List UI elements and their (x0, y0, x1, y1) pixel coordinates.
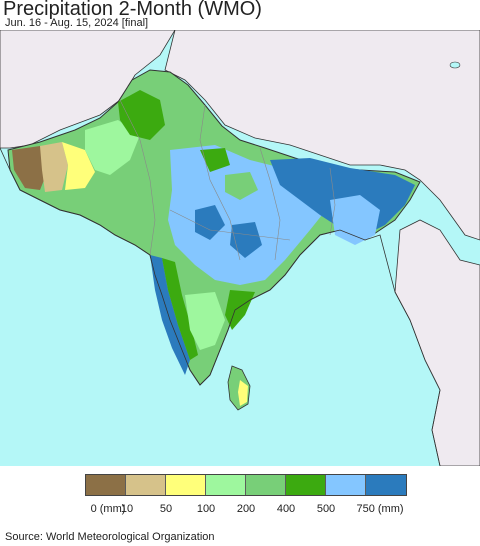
dark-blue-patch-2 (230, 222, 262, 258)
coastline (0, 147, 441, 466)
green-patch-north (200, 148, 230, 172)
south-peninsula-light (185, 292, 225, 350)
arid-zone-tan (40, 142, 68, 192)
legend-swatch (246, 475, 286, 495)
source-credit: Source: World Meteorological Organizatio… (5, 531, 215, 543)
legend-colorbar (86, 475, 406, 495)
legend-tick-label: 0 (mm) (90, 503, 126, 515)
legend-swatch (126, 475, 166, 495)
legend-tick-label: 500 (316, 503, 336, 515)
legend-tick-label: 400 (276, 503, 296, 515)
surrounding-land-west (0, 30, 176, 149)
wet-zone-bengal (330, 195, 380, 245)
legend-tick-label: 100 (196, 503, 216, 515)
legend-swatch (286, 475, 326, 495)
arid-zone-yellow (62, 142, 95, 190)
internal-borders (119, 99, 336, 261)
light-green-zone (85, 120, 140, 175)
sri-lanka-dry (238, 380, 248, 406)
green-patch-central (225, 172, 258, 200)
east-coast-green (225, 290, 255, 330)
west-coast-green (162, 258, 198, 360)
legend-swatch (206, 475, 246, 495)
arid-zone-brown (12, 146, 48, 190)
legend-swatch (86, 475, 126, 495)
dark-green-west (118, 90, 165, 140)
island (449, 61, 461, 69)
legend-tick-label: 750 (mm) (356, 503, 404, 515)
legend-tick-label: 200 (236, 503, 256, 515)
legend-swatch (166, 475, 206, 495)
dark-blue-patch-1 (195, 205, 225, 240)
precipitation-map (0, 30, 480, 466)
legend-swatch (366, 475, 406, 495)
map-title: Precipitation 2-Month (WMO) (3, 0, 262, 20)
surrounding-land-north (164, 30, 480, 241)
legend-tick-label: 10 (120, 503, 134, 515)
legend-swatch (326, 475, 366, 495)
date-range: Jun. 16 - Aug. 15, 2024 [final] (5, 17, 149, 29)
legend-tick-label: 50 (159, 503, 173, 515)
